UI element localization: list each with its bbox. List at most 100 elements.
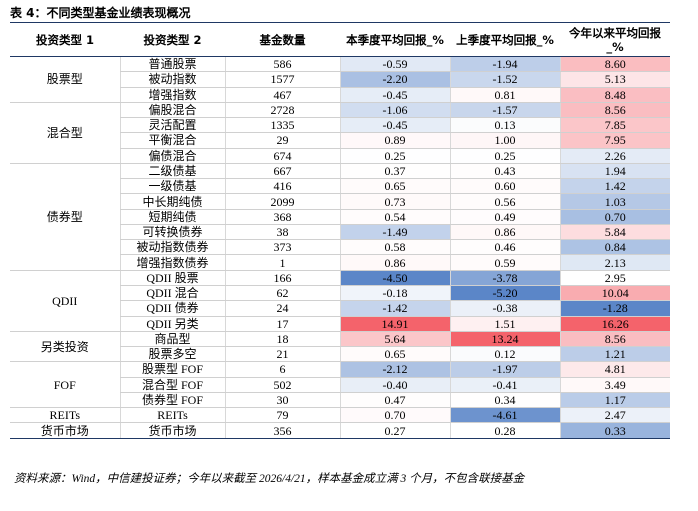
table-row: FOF 股票型 FOF 6 -2.12 -1.97 4.81 xyxy=(10,361,670,409)
return-cell: 7.85 xyxy=(559,117,670,134)
table-row: 平衡混合 29 0.89 1.00 7.95 xyxy=(10,132,670,149)
return-cell: -4.61 xyxy=(449,407,560,424)
header-row: 投资类型 1 投资类型 2 基金数量 本季度平均回报_% 上季度平均回报_% 今年以来平均… xyxy=(10,22,670,57)
header-cell: 上季度平均回报_% xyxy=(450,22,560,57)
performance-table: 投资类型 1 投资类型 2 基金数量 本季度平均回报_% 上季度平均回报_% 今年以来平均… xyxy=(10,22,670,439)
return-cell: -1.97 xyxy=(449,361,560,378)
count-cell: 1577 xyxy=(224,71,340,88)
return-cell: 0.25 xyxy=(339,148,450,164)
return-cell: 0.84 xyxy=(559,239,670,256)
return-cell: 0.13 xyxy=(449,117,560,134)
group-cell: 债券型 xyxy=(10,162,120,271)
count-cell: 674 xyxy=(224,148,340,164)
table-row: REITs REITs 79 0.70 -4.61 2.47 xyxy=(10,407,670,424)
return-cell: 1.94 xyxy=(559,162,670,180)
type-cell: 中长期纯债 xyxy=(119,193,225,210)
return-cell: 0.58 xyxy=(339,239,450,256)
count-cell: 2728 xyxy=(224,101,340,119)
return-cell: 13.24 xyxy=(449,330,560,348)
type-cell: 增强指数 xyxy=(119,87,225,103)
table-row: QDII 另类 17 14.91 1.51 16.26 xyxy=(10,316,670,332)
return-cell: -1.94 xyxy=(449,55,560,73)
return-cell: 0.27 xyxy=(339,422,450,439)
type-cell: 混合型 FOF xyxy=(119,377,225,393)
type-cell: 被动指数债券 xyxy=(119,239,225,256)
type-cell: 二级债基 xyxy=(119,162,225,180)
count-cell: 667 xyxy=(224,162,340,180)
type-cell: 股票型 FOF xyxy=(119,361,225,378)
return-cell: 0.65 xyxy=(339,346,450,363)
return-cell: 5.84 xyxy=(559,224,670,241)
return-cell: 1.03 xyxy=(559,193,670,210)
group-cell: FOF xyxy=(10,361,120,409)
source-note: 资料来源：Wind，中信建投证券；今年以来截至 2026/4/21，样本基金成立… xyxy=(14,473,525,485)
table-title: 表 4：不同类型基金业绩表现概况 xyxy=(10,6,191,20)
count-cell: 373 xyxy=(224,239,340,256)
count-cell: 502 xyxy=(224,377,340,393)
return-cell: 0.12 xyxy=(449,346,560,363)
return-cell: 7.95 xyxy=(559,132,670,149)
return-cell: 1.51 xyxy=(449,316,560,332)
table-row: 混合型 FOF 502 -0.40 -0.41 3.49 xyxy=(10,377,670,393)
return-cell: 0.86 xyxy=(449,224,560,241)
return-cell: 8.56 xyxy=(559,101,670,119)
table-row: 可转换债券 38 -1.49 0.86 5.84 xyxy=(10,224,670,241)
count-cell: 166 xyxy=(224,269,340,286)
type-cell: 被动指数 xyxy=(119,71,225,88)
count-cell: 2099 xyxy=(224,193,340,210)
type-cell: 偏股混合 xyxy=(119,101,225,119)
table-row: 混合型 偏股混合 2728 -1.06 -1.57 8.56 xyxy=(10,101,670,164)
return-cell: 1.17 xyxy=(559,392,670,409)
return-cell: -4.50 xyxy=(339,269,450,286)
count-cell: 467 xyxy=(224,87,340,103)
count-cell: 1335 xyxy=(224,117,340,134)
table-row: 一级债基 416 0.65 0.60 1.42 xyxy=(10,178,670,195)
group-cell: 另类投资 xyxy=(10,330,120,363)
return-cell: 1.00 xyxy=(449,132,560,149)
return-cell: -5.20 xyxy=(449,285,560,302)
header-cell: 基金数量 xyxy=(225,22,340,57)
return-cell: 0.70 xyxy=(339,407,450,424)
return-cell: -2.12 xyxy=(339,361,450,378)
header-cell: 本季度平均回报_% xyxy=(340,22,450,57)
table-row: 短期纯债 368 0.54 0.49 0.70 xyxy=(10,209,670,225)
return-cell: 2.95 xyxy=(559,269,670,286)
table-row: 另类投资 商品型 18 5.64 13.24 8.56 xyxy=(10,330,670,363)
group-cell: 混合型 xyxy=(10,101,120,164)
return-cell: 8.60 xyxy=(559,55,670,73)
group-cell: 股票型 xyxy=(10,56,120,103)
count-cell: 38 xyxy=(224,224,340,241)
return-cell: 2.26 xyxy=(559,148,670,164)
return-cell: 5.13 xyxy=(559,71,670,88)
type-cell: 可转换债券 xyxy=(119,224,225,241)
return-cell: 0.81 xyxy=(449,87,560,103)
return-cell: 0.25 xyxy=(449,148,560,164)
return-cell: 0.28 xyxy=(449,422,560,439)
return-cell: -0.59 xyxy=(339,55,450,73)
type-cell: 股票多空 xyxy=(119,346,225,363)
return-cell: 0.89 xyxy=(339,132,450,149)
return-cell: -3.78 xyxy=(449,269,560,286)
table-row: 被动指数债券 373 0.58 0.46 0.84 xyxy=(10,239,670,256)
table-row: 被动指数 1577 -2.20 -1.52 5.13 xyxy=(10,71,670,88)
count-cell: 62 xyxy=(224,285,340,302)
return-cell: -1.42 xyxy=(339,300,450,317)
count-cell: 586 xyxy=(224,55,340,73)
return-cell: -0.38 xyxy=(449,300,560,317)
return-cell: 0.73 xyxy=(339,193,450,210)
return-cell: 0.34 xyxy=(449,392,560,409)
return-cell: 0.33 xyxy=(559,422,670,439)
return-cell: 0.65 xyxy=(339,178,450,195)
type-cell: 偏债混合 xyxy=(119,148,225,164)
type-cell: QDII 另类 xyxy=(119,316,225,332)
return-cell: -0.40 xyxy=(339,377,450,393)
count-cell: 1 xyxy=(224,254,340,271)
group-cell: REITs xyxy=(10,407,120,424)
table-body: 股票型 普通股票 586 -0.59 -1.94 8.60 被动指数 1577 -2.20 -1.… xyxy=(10,55,670,439)
type-cell: QDII 股票 xyxy=(119,269,225,286)
return-cell: 0.47 xyxy=(339,392,450,409)
return-cell: 2.47 xyxy=(559,407,670,424)
table-row: 灵活配置 1335 -0.45 0.13 7.85 xyxy=(10,117,670,134)
return-cell: 0.46 xyxy=(449,239,560,256)
